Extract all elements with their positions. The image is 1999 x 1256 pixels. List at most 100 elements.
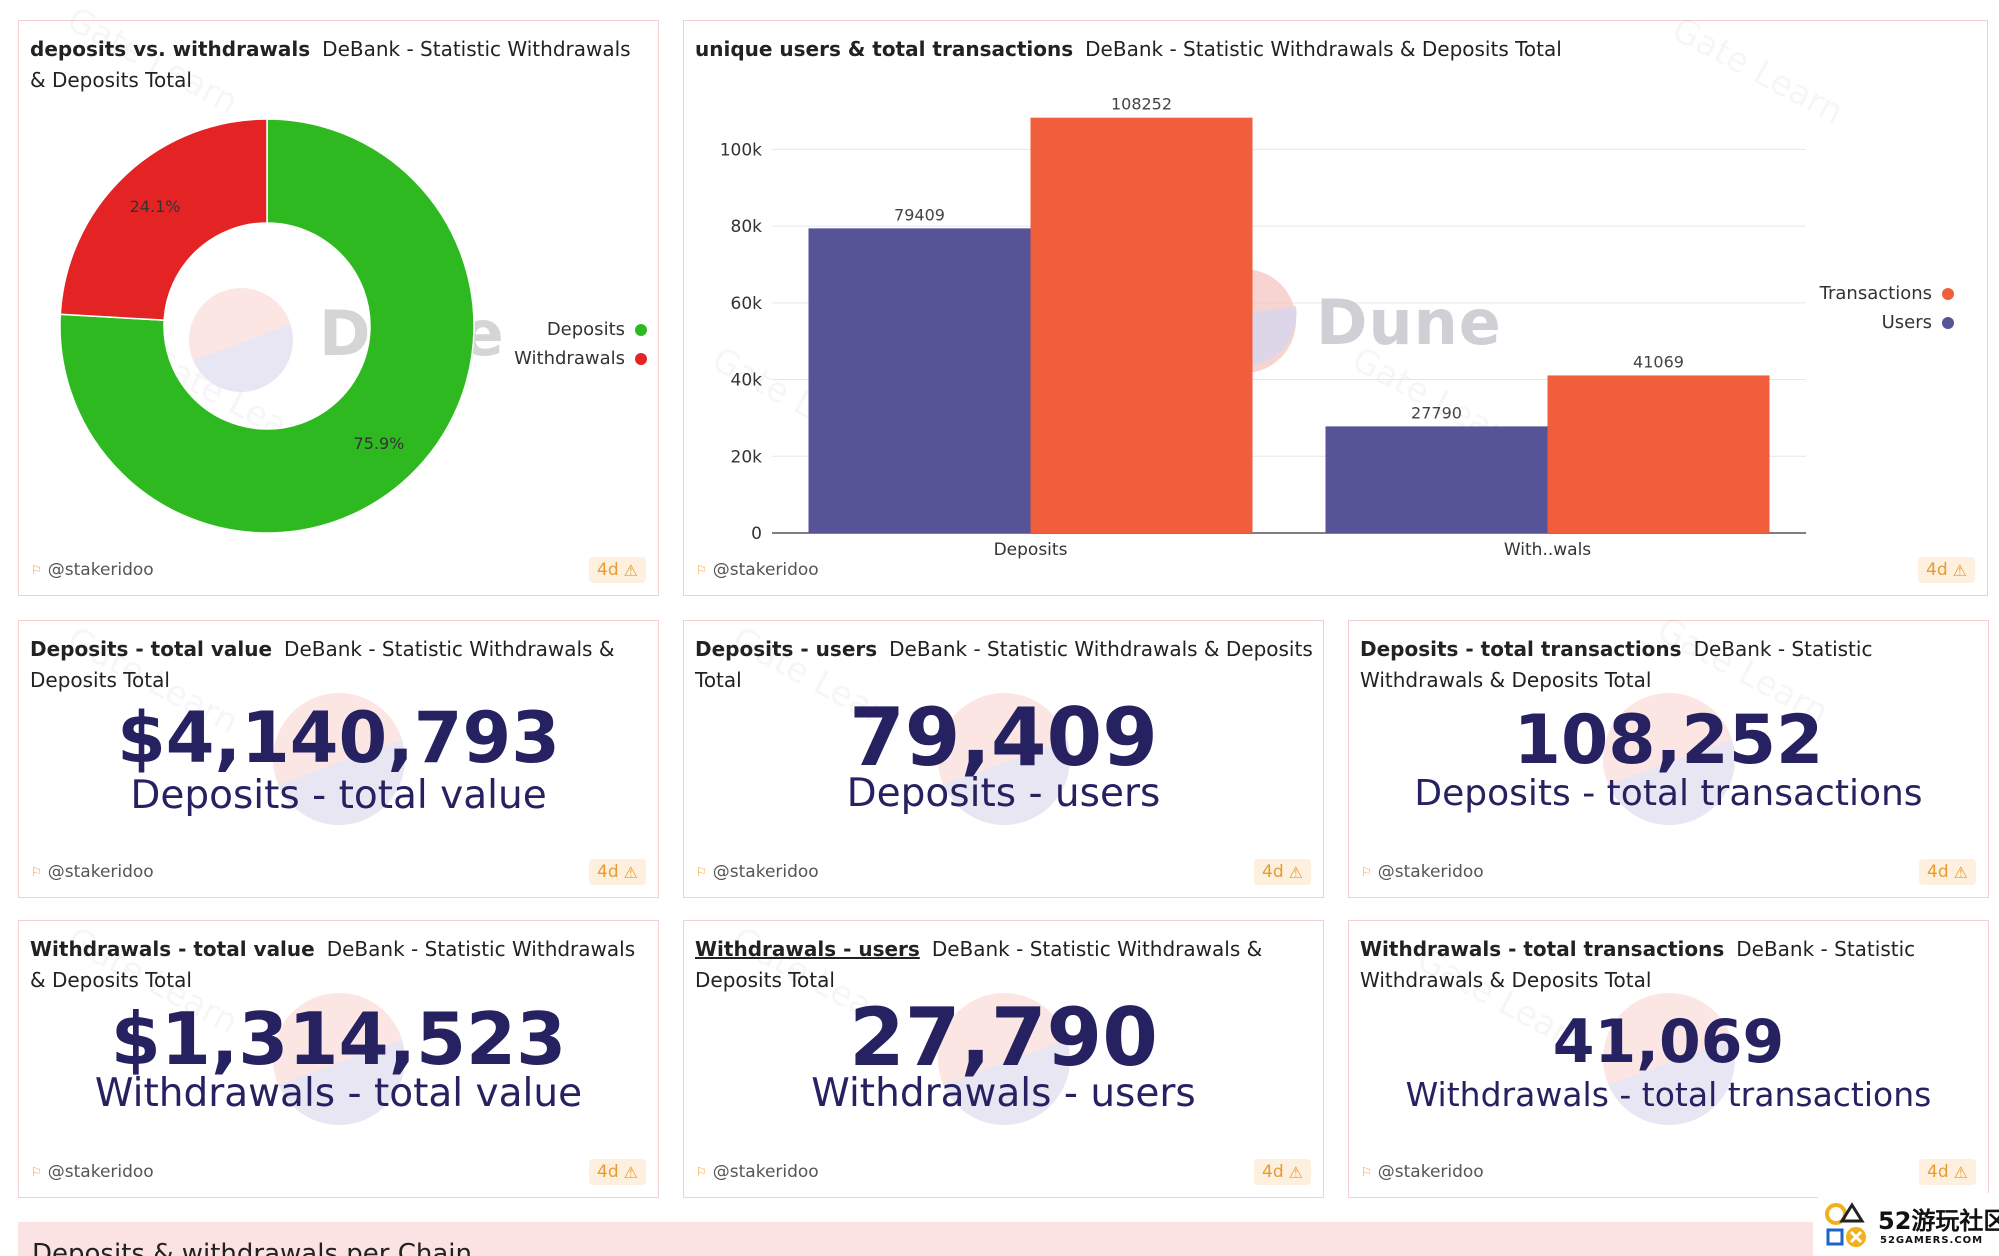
- author-name: @stakeridoo: [712, 862, 819, 882]
- card-footer: ⚐ @stakeridoo 4d ⚠: [696, 557, 1975, 585]
- warning-icon: ⚠: [623, 560, 638, 580]
- age-badge[interactable]: 4d ⚠: [1919, 859, 1976, 885]
- query-title[interactable]: deposits vs. withdrawals: [30, 37, 311, 61]
- age-badge[interactable]: 4d ⚠: [589, 557, 646, 583]
- card-header: Deposits - total transactions DeBank - St…: [1360, 634, 1978, 696]
- query-title[interactable]: Withdrawals - total value: [30, 937, 315, 961]
- x-tick-label: With..wals: [1504, 540, 1591, 560]
- author-link[interactable]: ⚐ @stakeridoo: [31, 862, 154, 882]
- counter-card-withdrawals-users: Withdrawals - users DeBank - Statistic Wi…: [683, 920, 1324, 1198]
- age-badge[interactable]: 4d ⚠: [1918, 557, 1975, 583]
- bar-data-label: 108252: [1111, 95, 1172, 114]
- legend-item-withdrawals[interactable]: Withdrawals: [499, 344, 647, 373]
- dune-logo: [273, 993, 405, 1125]
- counter-label: Deposits - total value: [130, 773, 547, 818]
- query-title[interactable]: unique users & total transactions: [695, 37, 1074, 61]
- age-badge[interactable]: 4d ⚠: [1919, 1159, 1976, 1185]
- author-name: @stakeridoo: [47, 560, 154, 580]
- pie-chart-card: deposits vs. withdrawals DeBank - Statist…: [18, 20, 659, 596]
- bar-users-1[interactable]: [1325, 426, 1548, 533]
- pie-data-label: 24.1%: [130, 197, 181, 216]
- user-icon: ⚐: [31, 1165, 42, 1179]
- card-header: unique users & total transactions DeBank …: [695, 34, 1977, 65]
- author-name: @stakeridoo: [47, 1162, 154, 1182]
- dune-logo: [938, 993, 1070, 1125]
- card-header: Withdrawals - total transactions DeBank -…: [1360, 934, 1978, 996]
- counter-label: Deposits - users: [846, 771, 1161, 816]
- author-link[interactable]: ⚐ @stakeridoo: [31, 560, 154, 580]
- warning-icon: ⚠: [1288, 1162, 1303, 1182]
- query-subtitle[interactable]: DeBank - Statistic Withdrawals & Deposit…: [30, 37, 631, 92]
- pie-slice-deposits[interactable]: [59, 118, 475, 534]
- pie-slice-withdrawals[interactable]: [59, 118, 268, 321]
- card-footer: ⚐ @stakeridoo 4d ⚠: [31, 1159, 646, 1187]
- dune-logo: [189, 288, 293, 392]
- query-subtitle[interactable]: DeBank - Statistic Withdrawals & Deposit…: [30, 937, 636, 992]
- bar-transactions-0[interactable]: [1030, 117, 1253, 533]
- bar-users-0[interactable]: [808, 228, 1031, 533]
- warning-icon: ⚠: [1288, 862, 1303, 882]
- author-link[interactable]: ⚐ @stakeridoo: [696, 862, 819, 882]
- legend-item-users[interactable]: Users: [1794, 308, 1954, 337]
- user-icon: ⚐: [31, 865, 42, 879]
- author-name: @stakeridoo: [47, 862, 154, 882]
- legend-item-transactions[interactable]: Transactions: [1794, 279, 1954, 308]
- query-subtitle[interactable]: DeBank - Statistic Withdrawals & Deposit…: [30, 637, 615, 692]
- legend-label: Withdrawals: [514, 348, 625, 369]
- counter-label: Deposits - total transactions: [1414, 773, 1923, 814]
- query-title[interactable]: Deposits - total value: [30, 637, 273, 661]
- age-badge[interactable]: 4d ⚠: [589, 1159, 646, 1185]
- user-icon: ⚐: [696, 563, 707, 577]
- author-link[interactable]: ⚐ @stakeridoo: [696, 1162, 819, 1182]
- user-icon: ⚐: [696, 865, 707, 879]
- card-header: Deposits - total value DeBank - Statistic…: [30, 634, 648, 696]
- query-subtitle[interactable]: DeBank - Statistic Withdrawals & Deposit…: [1085, 37, 1562, 61]
- section-title: Deposits & withdrawals per Chain: [32, 1239, 472, 1256]
- counter-value: 27,790: [849, 991, 1158, 1084]
- bar-chart-card: unique users & total transactions DeBank …: [683, 20, 1988, 596]
- bar-transactions-1[interactable]: [1547, 375, 1770, 533]
- counter-label: Withdrawals - total transactions: [1405, 1075, 1932, 1114]
- author-name: @stakeridoo: [712, 1162, 819, 1182]
- query-subtitle[interactable]: DeBank - Statistic Withdrawals & Deposit…: [1360, 937, 1916, 992]
- query-title[interactable]: Withdrawals - users: [695, 937, 920, 961]
- y-tick-label: 40k: [731, 371, 763, 391]
- counter-card-deposits-total-transactions: Deposits - total transactions DeBank - St…: [1348, 620, 1989, 898]
- dune-logo: [273, 693, 405, 825]
- section-header-per-chain: Deposits & withdrawals per Chain: [18, 1222, 1813, 1256]
- author-link[interactable]: ⚐ @stakeridoo: [1361, 1162, 1484, 1182]
- bar-legend: Transactions Users: [1794, 279, 1954, 337]
- dune-logo: [938, 693, 1070, 825]
- legend-dot: [635, 323, 647, 336]
- card-footer: ⚐ @stakeridoo 4d ⚠: [31, 557, 646, 585]
- age-badge[interactable]: 4d ⚠: [1254, 1159, 1311, 1185]
- card-header: Withdrawals - total value DeBank - Statis…: [30, 934, 648, 996]
- y-tick-label: 80k: [731, 217, 763, 237]
- y-tick-label: 100k: [720, 140, 762, 160]
- query-title[interactable]: Withdrawals - total transactions: [1360, 937, 1725, 961]
- counter-card-withdrawals-total-value: Withdrawals - total value DeBank - Statis…: [18, 920, 659, 1198]
- card-footer: ⚐ @stakeridoo 4d ⚠: [31, 859, 646, 887]
- author-link[interactable]: ⚐ @stakeridoo: [696, 560, 819, 580]
- author-link[interactable]: ⚐ @stakeridoo: [31, 1162, 154, 1182]
- site-brand: 52游玩社区: [1878, 1207, 1999, 1235]
- dune-logo: [1603, 993, 1735, 1125]
- card-header: Withdrawals - users DeBank - Statistic Wi…: [695, 934, 1313, 996]
- counter-value: 108,252: [1513, 701, 1824, 780]
- author-name: @stakeridoo: [1377, 862, 1484, 882]
- y-tick-label: 60k: [731, 294, 763, 314]
- age-text: 4d: [1927, 1162, 1949, 1182]
- query-subtitle[interactable]: DeBank - Statistic Withdrawals & Deposit…: [1360, 637, 1873, 692]
- author-link[interactable]: ⚐ @stakeridoo: [1361, 862, 1484, 882]
- query-title[interactable]: Deposits - users: [695, 637, 878, 661]
- query-title[interactable]: Deposits - total transactions: [1360, 637, 1682, 661]
- counter-value: 79,409: [849, 691, 1158, 784]
- legend-label: Deposits: [546, 319, 625, 340]
- age-badge[interactable]: 4d ⚠: [589, 859, 646, 885]
- query-subtitle[interactable]: DeBank - Statistic Withdrawals & Deposit…: [695, 937, 1263, 992]
- warning-icon: ⚠: [623, 1162, 638, 1182]
- legend-item-deposits[interactable]: Deposits: [499, 315, 647, 344]
- query-subtitle[interactable]: DeBank - Statistic Withdrawals & Deposit…: [695, 637, 1313, 692]
- warning-icon: ⚠: [1953, 1162, 1968, 1182]
- age-badge[interactable]: 4d ⚠: [1254, 859, 1311, 885]
